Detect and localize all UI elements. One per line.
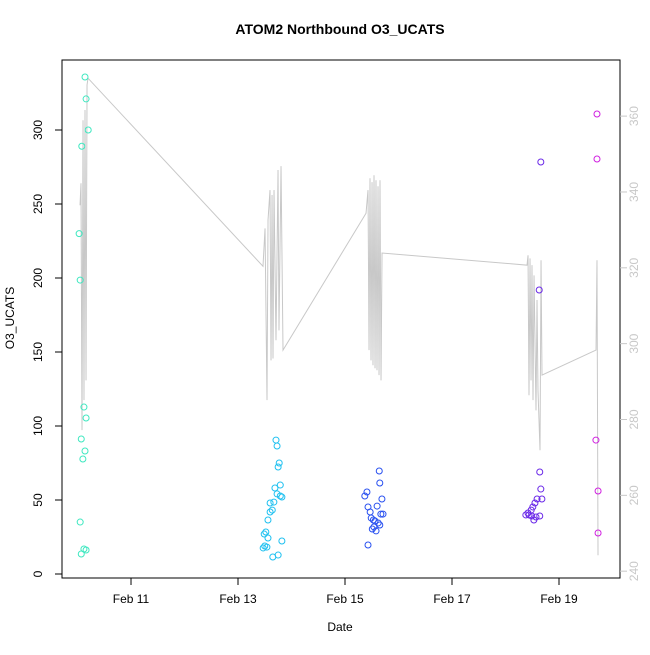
data-point bbox=[76, 276, 84, 284]
data-point bbox=[377, 510, 385, 518]
y2-tick-label: 340 bbox=[627, 182, 641, 202]
data-point bbox=[378, 495, 386, 503]
data-point bbox=[368, 525, 376, 533]
data-point bbox=[271, 484, 279, 492]
x-tick-label: Feb 17 bbox=[433, 592, 471, 606]
data-point bbox=[531, 499, 539, 507]
data-point bbox=[528, 512, 536, 520]
y-axis-label: O3_UCATS bbox=[3, 287, 17, 349]
y-tick-label: 150 bbox=[31, 342, 45, 362]
x-tick-label: Feb 11 bbox=[113, 592, 150, 606]
data-point bbox=[594, 487, 602, 495]
data-point bbox=[594, 529, 602, 537]
data-point bbox=[535, 286, 543, 294]
data-point bbox=[263, 543, 271, 551]
data-point bbox=[264, 516, 272, 524]
data-point bbox=[376, 479, 384, 487]
chart-title: ATOM2 Northbound O3_UCATS bbox=[235, 21, 444, 37]
data-line bbox=[79, 77, 599, 556]
y-tick-label: 250 bbox=[31, 194, 45, 214]
y-tick-label: 100 bbox=[31, 416, 45, 436]
data-point bbox=[82, 546, 90, 554]
data-point bbox=[374, 519, 382, 527]
y-tick-label: 200 bbox=[31, 268, 45, 288]
data-point bbox=[593, 110, 601, 118]
y2-tick-label: 360 bbox=[627, 106, 641, 126]
y2-tick-label: 320 bbox=[627, 257, 641, 277]
y-tick-label: 300 bbox=[31, 120, 45, 140]
data-point bbox=[278, 493, 286, 501]
data-point bbox=[372, 527, 380, 535]
data-point bbox=[537, 485, 545, 493]
data-point bbox=[272, 436, 280, 444]
data-point bbox=[81, 73, 89, 81]
data-point bbox=[260, 530, 268, 538]
data-point bbox=[379, 510, 387, 518]
data-point bbox=[537, 158, 545, 166]
data-point bbox=[530, 516, 538, 524]
data-point bbox=[593, 155, 601, 163]
y2-tick-label: 280 bbox=[627, 409, 641, 429]
data-point bbox=[77, 550, 85, 558]
data-point bbox=[266, 499, 274, 507]
y2-tick-label: 300 bbox=[627, 333, 641, 353]
data-point bbox=[82, 95, 90, 103]
data-point bbox=[78, 142, 86, 150]
data-point bbox=[274, 463, 282, 471]
data-point bbox=[82, 414, 90, 422]
data-point bbox=[370, 523, 378, 531]
data-point bbox=[363, 488, 371, 496]
data-point bbox=[84, 126, 92, 134]
data-point bbox=[538, 495, 546, 503]
data-point bbox=[76, 518, 84, 526]
data-point bbox=[262, 528, 270, 536]
data-point bbox=[361, 492, 369, 500]
x-axis-label: Date bbox=[327, 620, 353, 634]
x-tick-label: Feb 13 bbox=[219, 592, 257, 606]
y-tick-label: 0 bbox=[31, 570, 45, 577]
data-point bbox=[375, 467, 383, 475]
y2-tick-label: 260 bbox=[627, 485, 641, 505]
data-point bbox=[268, 506, 276, 514]
data-point bbox=[75, 230, 83, 238]
data-point bbox=[536, 468, 544, 476]
data-point bbox=[77, 435, 85, 443]
data-point bbox=[80, 403, 88, 411]
x-tick-label: Feb 19 bbox=[540, 592, 578, 606]
data-point bbox=[276, 492, 284, 500]
y2-tick-label: 240 bbox=[627, 561, 641, 581]
data-point bbox=[270, 498, 278, 506]
data-point bbox=[273, 442, 281, 450]
data-point bbox=[592, 436, 600, 444]
data-point bbox=[81, 447, 89, 455]
data-point bbox=[366, 508, 374, 516]
data-point bbox=[275, 459, 283, 467]
data-point bbox=[264, 534, 272, 542]
data-point bbox=[373, 502, 381, 510]
x-tick-label: Feb 15 bbox=[326, 592, 364, 606]
data-point bbox=[364, 541, 372, 549]
data-point bbox=[276, 481, 284, 489]
data-point bbox=[259, 544, 267, 552]
data-point bbox=[79, 455, 87, 463]
data-point bbox=[533, 495, 541, 503]
data-point bbox=[266, 508, 274, 516]
data-point bbox=[269, 553, 277, 561]
data-point bbox=[536, 512, 544, 520]
data-point bbox=[278, 537, 286, 545]
y-tick-label: 50 bbox=[31, 493, 45, 507]
